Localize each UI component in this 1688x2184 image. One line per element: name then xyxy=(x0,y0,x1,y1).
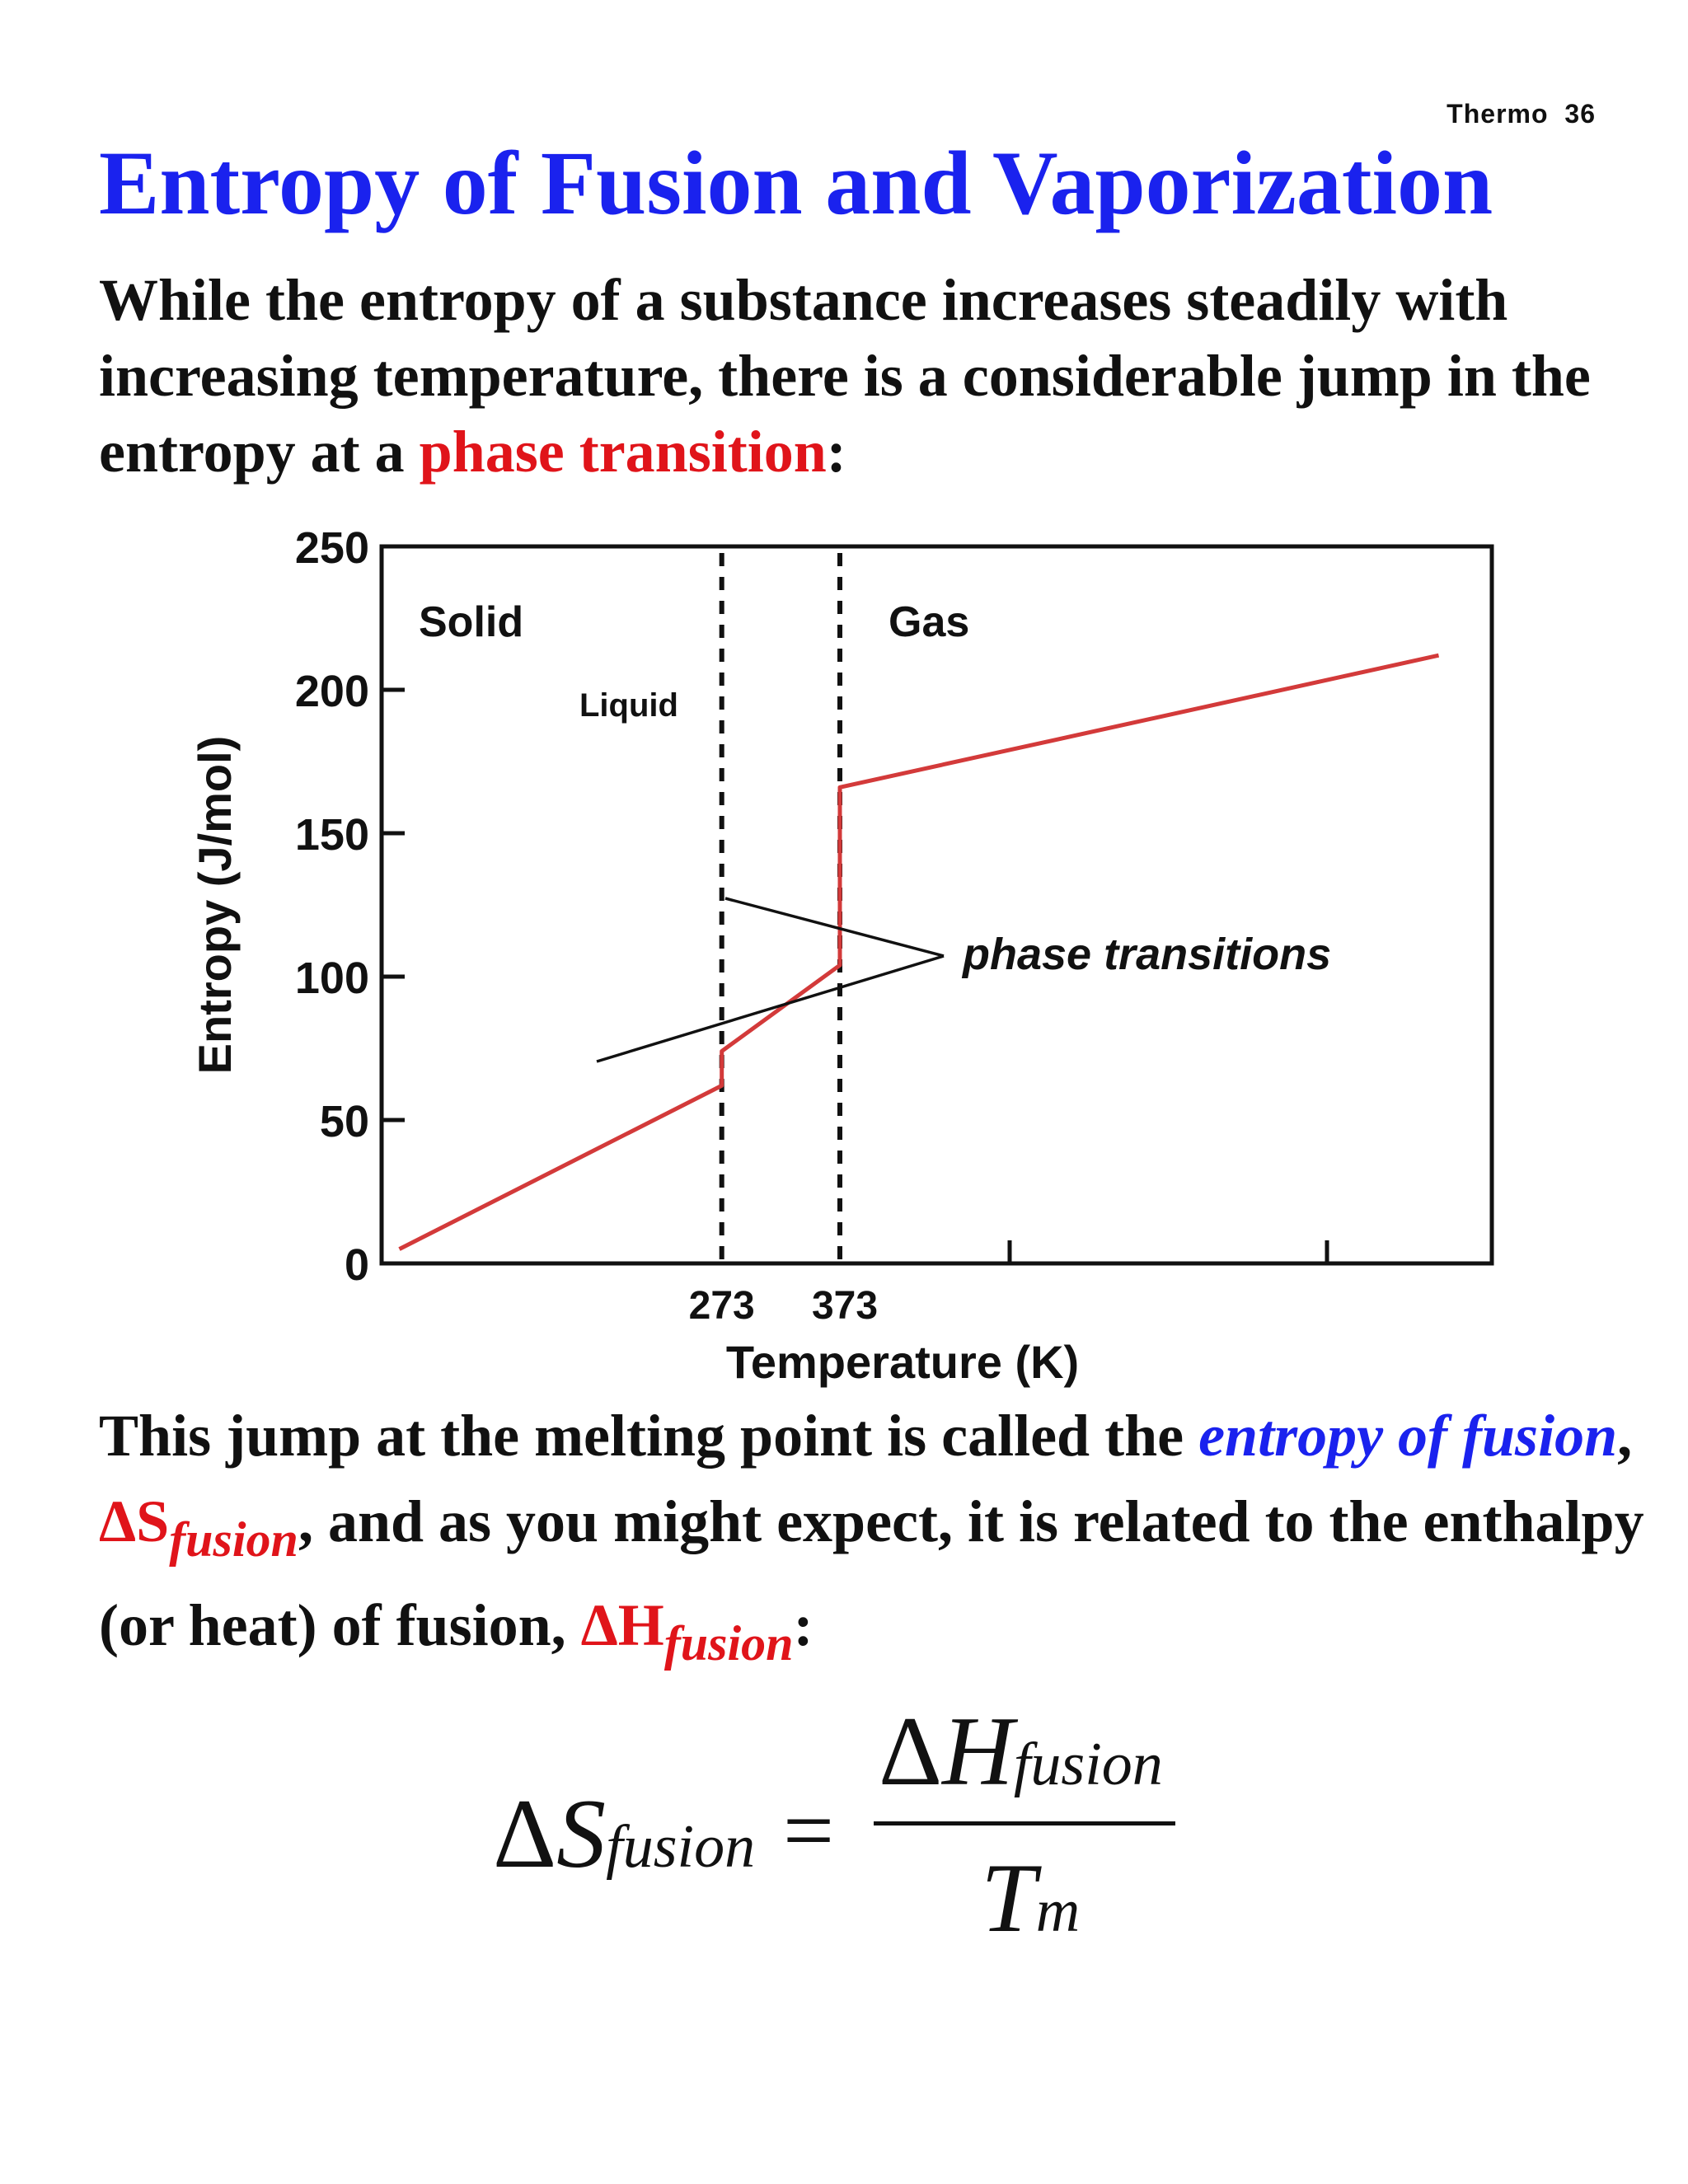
intro-text: While the entropy of a substance increas… xyxy=(99,267,1591,485)
formula-fraction-bar xyxy=(874,1821,1175,1825)
delta-h-subscript: fusion xyxy=(663,1616,794,1671)
intro-paragraph: While the entropy of a substance increas… xyxy=(99,262,1632,490)
entropy-series-line xyxy=(398,653,1440,1251)
formula-den-symbol: T xyxy=(981,1843,1036,1952)
formula-lhs-symbol: S xyxy=(556,1779,607,1888)
formula-lhs-subscript: fusion xyxy=(606,1813,756,1881)
intro-colon: : xyxy=(826,419,846,485)
annotation-pointer-lower xyxy=(596,954,945,1063)
explanation-text-2: , xyxy=(1617,1403,1633,1469)
explanation-text-3: , and as you might expect, it is related… xyxy=(99,1488,1644,1658)
page-number: Thermo 36 xyxy=(1447,99,1596,129)
formula-lhs: ΔSfusion xyxy=(493,1780,755,1900)
explanation-text-4: : xyxy=(793,1592,814,1658)
delta-s-symbol: ΔS xyxy=(99,1488,170,1554)
x-axis-label: Temperature (K) xyxy=(726,1336,1079,1388)
region-label-liquid: Liquid xyxy=(579,687,678,724)
delta-h-symbol: ΔH xyxy=(580,1592,664,1658)
formula-numerator: ΔHfusion xyxy=(879,1698,1163,1818)
explanation-text-1: This jump at the melting point is called… xyxy=(99,1403,1199,1469)
formula-num-symbol: H xyxy=(942,1696,1014,1806)
y-axis-label: Entropy (J/mol) xyxy=(189,736,241,1075)
entropy-of-fusion-formula: ΔSfusion = ΔHfusion Tm xyxy=(486,1698,1228,1970)
x-tick-label: 373 xyxy=(812,1284,878,1328)
x-tick-label: 273 xyxy=(689,1284,755,1328)
plot-frame xyxy=(379,544,1494,1266)
region-label-solid: Solid xyxy=(419,598,523,646)
y-tick-label: 250 xyxy=(295,523,369,573)
y-tick-label: 150 xyxy=(295,810,369,860)
delta-s-subscript: fusion xyxy=(169,1512,298,1567)
formula-den-subscript: m xyxy=(1035,1877,1081,1945)
explanation-paragraph: This jump at the melting point is called… xyxy=(99,1393,1648,1686)
y-tick-label: 100 xyxy=(295,954,369,1003)
formula-equals: = xyxy=(783,1780,835,1881)
entropy-of-fusion-term: entropy of fusion xyxy=(1198,1403,1618,1469)
annotation-pointer xyxy=(596,897,945,1063)
y-tick-label: 0 xyxy=(345,1240,369,1290)
y-tick-label: 50 xyxy=(320,1097,369,1146)
phase-boundary-lines xyxy=(719,553,842,1263)
formula-num-delta: Δ xyxy=(879,1696,943,1806)
region-label-gas: Gas xyxy=(889,598,969,646)
y-tick-label: 200 xyxy=(295,667,369,716)
page-title: Entropy of Fusion and Vaporization xyxy=(99,133,1493,233)
annotation-phase-transitions: phase transitions xyxy=(961,930,1331,979)
annotation-pointer-upper xyxy=(724,897,945,958)
formula-lhs-delta: Δ xyxy=(493,1779,557,1888)
y-axis: 0 50 100 150 200 250 xyxy=(295,523,405,1290)
phase-transition-highlight: phase transition xyxy=(419,419,827,485)
x-axis: 273 373 xyxy=(689,1240,1329,1328)
formula-denominator: Tm xyxy=(981,1844,1080,1965)
formula-num-subscript: fusion xyxy=(1013,1731,1163,1798)
